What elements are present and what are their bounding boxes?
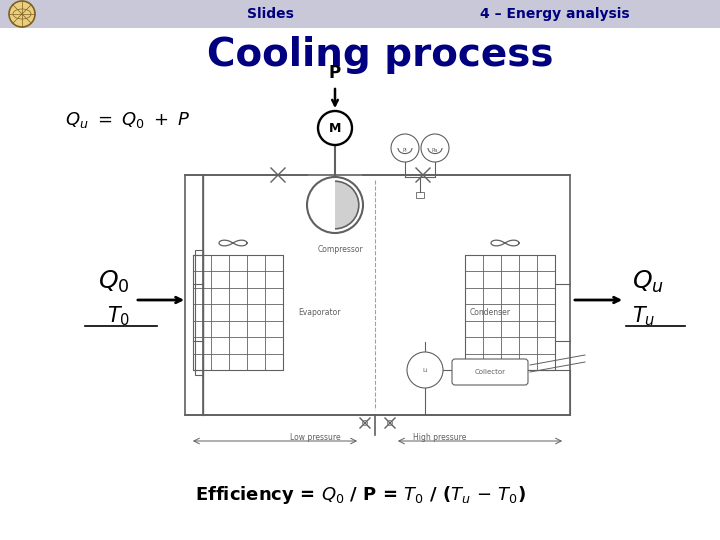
Text: P: P xyxy=(329,64,341,82)
Circle shape xyxy=(387,421,392,426)
Circle shape xyxy=(318,111,352,145)
Text: $Q_0$: $Q_0$ xyxy=(99,269,130,295)
Text: M: M xyxy=(329,122,341,134)
Text: Low pressure: Low pressure xyxy=(289,433,341,442)
Bar xyxy=(0,0,720,28)
Text: Efficiency = $Q_0$ / P = $T_0$ / ($T_u$ $-$ $T_0$): Efficiency = $Q_0$ / P = $T_0$ / ($T_u$ … xyxy=(194,484,526,506)
Circle shape xyxy=(391,134,419,162)
Text: Li: Li xyxy=(423,368,428,373)
Text: Slides: Slides xyxy=(246,7,294,21)
Text: $Q_u\ =\ Q_0\ +\ P$: $Q_u\ =\ Q_0\ +\ P$ xyxy=(65,110,191,130)
Text: Condenser: Condenser xyxy=(470,308,511,317)
Text: High pressure: High pressure xyxy=(413,433,467,442)
Bar xyxy=(185,175,570,415)
Wedge shape xyxy=(335,181,359,229)
Text: Cooling process: Cooling process xyxy=(207,36,553,74)
Text: Pi: Pi xyxy=(402,147,408,152)
Text: 4 – Energy analysis: 4 – Energy analysis xyxy=(480,7,630,21)
Text: $T_u$: $T_u$ xyxy=(632,304,655,328)
Text: $T_0$: $T_0$ xyxy=(107,304,130,328)
Circle shape xyxy=(421,134,449,162)
Text: Evaporator: Evaporator xyxy=(298,308,341,317)
Text: Compressor: Compressor xyxy=(317,245,363,254)
Circle shape xyxy=(362,421,367,426)
Text: Collector: Collector xyxy=(474,369,505,375)
Bar xyxy=(193,255,283,370)
FancyBboxPatch shape xyxy=(452,359,528,385)
Bar xyxy=(195,250,203,375)
Text: $Q_u$: $Q_u$ xyxy=(632,269,664,295)
Circle shape xyxy=(9,1,35,27)
Circle shape xyxy=(407,352,443,388)
Circle shape xyxy=(307,177,363,233)
Bar xyxy=(416,192,424,198)
Bar xyxy=(465,255,555,370)
Text: Pa: Pa xyxy=(432,147,438,152)
